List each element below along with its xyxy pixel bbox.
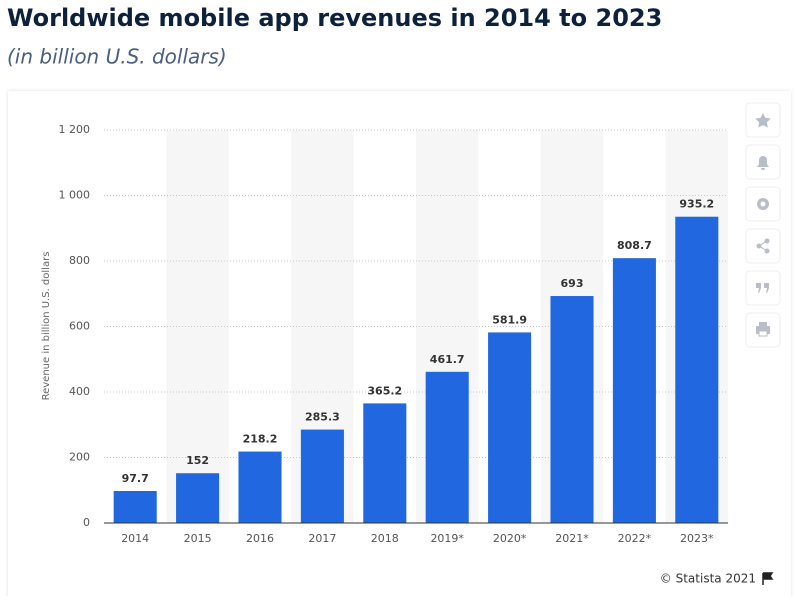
value-label: 152 — [186, 454, 209, 467]
bar — [363, 403, 407, 523]
value-label: 461.7 — [430, 353, 465, 366]
value-label: 935.2 — [679, 198, 714, 211]
x-tick-label: 2023* — [680, 532, 714, 545]
y-tick-label: 200 — [69, 451, 90, 464]
y-tick-label: 0 — [83, 516, 90, 529]
settings-button[interactable] — [745, 186, 781, 222]
flag-icon[interactable] — [762, 572, 774, 585]
chart-subtitle: (in billion U.S. dollars) — [7, 45, 227, 69]
plot-area: 0 200 400 600 800 1 000 1 200 2014 97.7 2015 152 20… — [59, 123, 728, 545]
x-tick-label: 2014 — [121, 532, 149, 545]
x-tick-label: 2021* — [555, 532, 589, 545]
share-button[interactable] — [745, 228, 781, 264]
x-tick-label: 2016 — [246, 532, 274, 545]
value-label: 97.7 — [122, 472, 149, 485]
chart-title: Worldwide mobile app revenues in 2014 to… — [7, 4, 662, 32]
notification-button[interactable] — [745, 144, 781, 180]
y-tick-label: 600 — [69, 320, 90, 333]
value-label: 218.2 — [243, 433, 278, 446]
cite-button[interactable] — [745, 270, 781, 306]
bar — [488, 332, 532, 523]
y-tick-label: 1 000 — [59, 189, 91, 202]
bar — [113, 491, 157, 523]
x-tick-label: 2019* — [430, 532, 464, 545]
value-label: 581.9 — [492, 313, 527, 326]
x-tick-label: 2018 — [371, 532, 399, 545]
bar — [300, 429, 344, 523]
y-axis-label: Revenue in billion U.S. dollars — [41, 252, 52, 401]
value-label: 285.3 — [305, 411, 340, 424]
y-tick-label: 1 200 — [59, 123, 91, 136]
x-tick-label: 2017 — [308, 532, 336, 545]
x-tick-label: 2022* — [618, 532, 652, 545]
bar — [425, 371, 469, 523]
bar — [238, 451, 282, 523]
toolbar — [745, 102, 781, 348]
bar — [612, 258, 656, 523]
x-tick-label: 2015 — [184, 532, 212, 545]
favorite-button[interactable] — [745, 102, 781, 138]
y-tick-label: 400 — [69, 385, 90, 398]
y-tick-label: 800 — [69, 254, 90, 267]
value-label: 808.7 — [617, 239, 652, 252]
value-label: 693 — [561, 277, 584, 290]
x-tick-label: 2020* — [493, 532, 527, 545]
bar — [176, 473, 220, 523]
print-button[interactable] — [745, 312, 781, 348]
source: © Statista 2021 — [660, 572, 756, 586]
value-label: 365.2 — [367, 384, 402, 397]
bar — [550, 296, 594, 523]
bar — [675, 216, 719, 524]
